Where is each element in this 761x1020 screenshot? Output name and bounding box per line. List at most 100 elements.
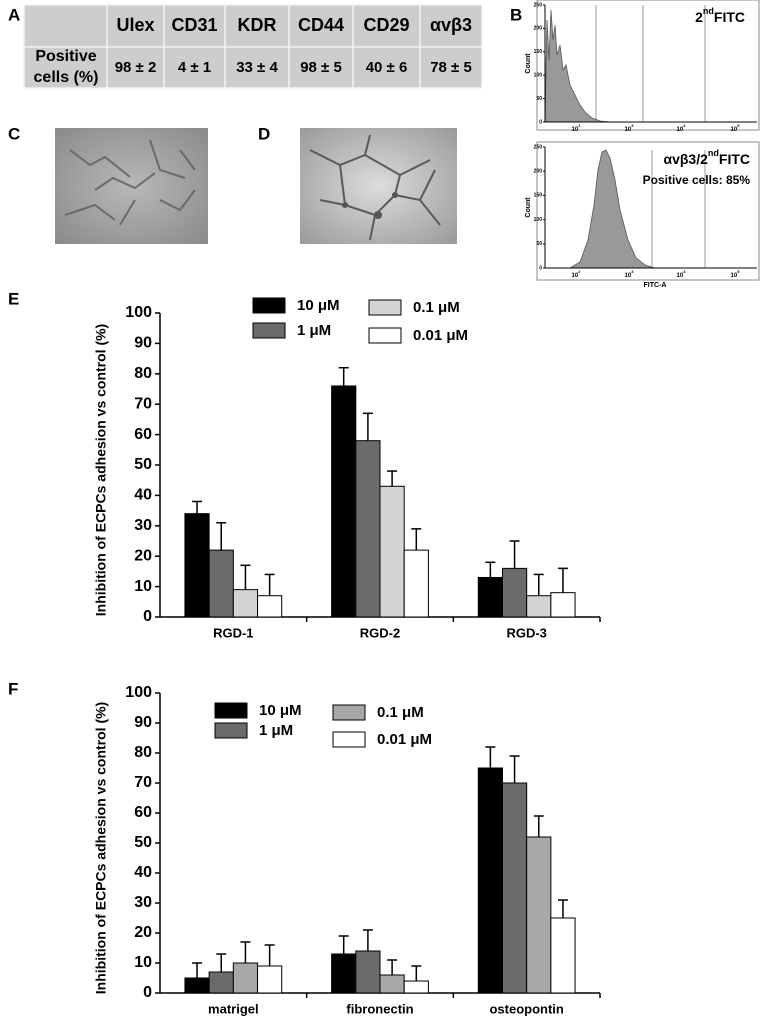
- error-bar: [533, 815, 544, 837]
- flow-label: αvβ3/2ndFITC: [663, 148, 750, 166]
- panel-label: C: [8, 124, 20, 143]
- x-tick-label: RGD-1: [213, 625, 253, 640]
- y-tick-label: 40: [134, 864, 152, 881]
- bar: [232, 962, 259, 994]
- legend-label: 10 μM: [259, 702, 302, 719]
- y-tick-label: 10: [134, 578, 152, 595]
- flow-y-tick-label: 50: [536, 241, 542, 247]
- bar: [477, 576, 503, 618]
- tick-base: 10: [572, 127, 579, 133]
- bar: [526, 595, 552, 618]
- legend-swatch: [214, 722, 248, 739]
- bar: [184, 977, 210, 994]
- legend-label: 10 μM: [297, 297, 340, 314]
- y-tick-label: 0: [143, 984, 152, 1001]
- y-tick-label: 60: [134, 804, 152, 821]
- table-cell: 98 ± 2: [115, 59, 157, 76]
- bar: [526, 836, 552, 994]
- legend-label: 1 μM: [297, 322, 331, 339]
- tick-exp: 2: [578, 123, 581, 128]
- flow-y-axis-label: Count: [525, 53, 532, 74]
- tick-exp: 3: [631, 123, 634, 128]
- panel-label: F: [8, 679, 18, 698]
- error-bar: [264, 944, 275, 966]
- error-bar: [362, 929, 373, 951]
- x-tick-label: fibronectin: [346, 1001, 413, 1016]
- bar: [403, 549, 429, 618]
- bar: [355, 950, 381, 994]
- flow-y-tick-label: 100: [534, 217, 543, 223]
- error-bar: [338, 935, 349, 954]
- flow-y-tick-label: 200: [534, 26, 543, 32]
- table-row-label: cells (%): [34, 69, 99, 86]
- x-tick-label: RGD-2: [360, 625, 400, 640]
- y-tick-label: 80: [134, 744, 152, 761]
- flow-y-tick-label: 250: [534, 2, 543, 8]
- table-header: KDR: [238, 15, 277, 35]
- bar: [550, 592, 576, 618]
- tick-exp: 4: [683, 123, 686, 128]
- legend-label: 0.1 μM: [377, 704, 424, 721]
- flow-label-sup: nd: [708, 148, 719, 158]
- bar: [379, 485, 405, 618]
- y-tick-label: 70: [134, 774, 152, 791]
- micrograph-d: [300, 128, 457, 244]
- flow-y-tick-label: 0: [539, 119, 542, 125]
- flow-box: [536, 0, 760, 131]
- legend-label: 1 μM: [259, 722, 293, 739]
- bar: [501, 567, 528, 618]
- tick-exp: 5: [737, 123, 740, 128]
- tick-exp: 5: [737, 269, 740, 274]
- flow-x-tick-label: 104: [677, 123, 687, 133]
- table-header: αvβ3: [430, 15, 472, 35]
- flow-x-tick-label: 105: [731, 123, 741, 133]
- legend-label: 0.01 μM: [377, 731, 432, 748]
- flow-y-tick-label: 150: [534, 49, 543, 55]
- y-tick-label: 90: [134, 714, 152, 731]
- tick-exp: 3: [631, 269, 634, 274]
- flow-x-tick-label: 104: [677, 269, 687, 279]
- table-row-label: Positive: [35, 48, 96, 65]
- table-cell: 78 ± 5: [430, 59, 472, 76]
- bar: [331, 953, 357, 994]
- legend-swatch: [252, 297, 286, 314]
- table-header: CD29: [363, 15, 409, 35]
- error-bar: [264, 573, 275, 596]
- error-bar: [485, 746, 496, 768]
- tick-exp: 4: [683, 269, 686, 274]
- tick-base: 10: [625, 273, 632, 279]
- micrograph-c: [55, 128, 208, 244]
- bar: [257, 965, 283, 994]
- tick-base: 10: [677, 273, 684, 279]
- tick-base: 10: [731, 127, 738, 133]
- bar: [331, 385, 357, 618]
- panel-label: E: [8, 289, 19, 308]
- error-bar: [338, 366, 349, 386]
- flow-y-axis-label: Count: [525, 197, 532, 218]
- tick-base: 10: [625, 127, 632, 133]
- bar: [257, 595, 283, 618]
- y-axis-label: Inhibition of ECPCs adhesion vs control …: [93, 324, 109, 616]
- table-header: CD31: [171, 15, 217, 35]
- flow-label: 2ndFITC: [695, 6, 745, 24]
- flow-label-main: 2: [695, 9, 703, 25]
- flow-histogram-top: [544, 5, 706, 123]
- panel-label: D: [258, 124, 270, 143]
- error-bar: [240, 564, 251, 590]
- flow-x-tick-label: 102: [572, 123, 582, 133]
- table-cell: 4 ± 1: [178, 59, 211, 76]
- error-bar: [192, 500, 203, 514]
- x-tick-label: osteopontin: [489, 1001, 563, 1016]
- flow-histogram-bottom: [568, 149, 706, 269]
- flow-y-tick-label: 250: [534, 144, 543, 150]
- error-bar: [411, 528, 422, 551]
- error-bar: [485, 561, 496, 578]
- table-cell: 40 ± 6: [366, 59, 408, 76]
- error-bar: [557, 899, 568, 918]
- bar: [184, 513, 210, 618]
- bar: [501, 782, 528, 994]
- y-tick-label: 10: [134, 954, 152, 971]
- bar: [208, 971, 234, 994]
- bar: [379, 974, 405, 994]
